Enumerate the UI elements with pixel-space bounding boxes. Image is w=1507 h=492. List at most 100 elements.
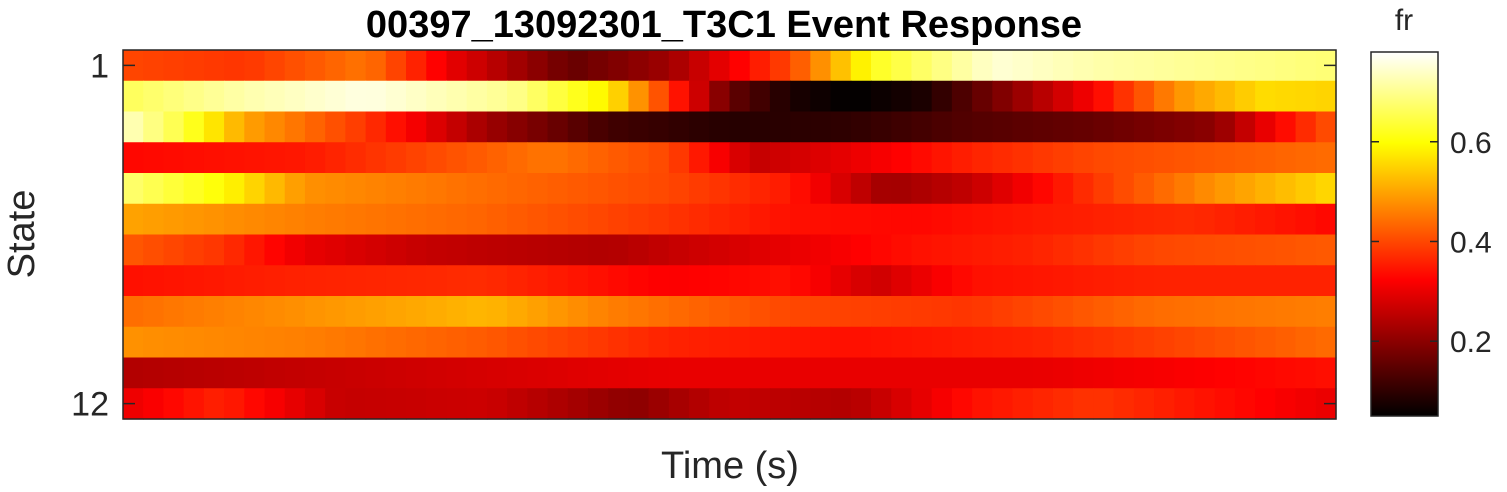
heat-cell <box>1234 142 1256 174</box>
heat-cell <box>507 234 528 266</box>
heat-cell <box>1154 142 1175 174</box>
heat-cell <box>466 265 488 297</box>
heat-cell <box>729 142 751 174</box>
heat-cell <box>486 80 508 113</box>
heat-cell <box>567 111 589 143</box>
heat-cell <box>1194 234 1216 266</box>
heat-cell <box>1133 357 1155 389</box>
heat-cell <box>547 296 569 328</box>
heat-cell <box>1214 326 1236 359</box>
heat-cell <box>385 388 407 420</box>
heat-cell <box>1073 50 1094 82</box>
heat-cell <box>1275 265 1297 297</box>
heat-cell <box>426 80 448 113</box>
heat-cell <box>1295 357 1317 389</box>
heat-cell <box>648 111 670 143</box>
heat-cell <box>143 50 165 82</box>
heat-cell <box>668 203 690 236</box>
heat-cell <box>709 357 731 389</box>
heat-cell <box>284 388 306 420</box>
heat-cell <box>224 326 245 359</box>
heat-cell <box>951 388 973 420</box>
heat-cell <box>648 203 670 236</box>
heat-cell <box>790 296 811 328</box>
heat-cell <box>1133 234 1155 266</box>
heat-cell <box>689 203 710 236</box>
heat-cell <box>325 142 346 174</box>
heat-cell <box>911 173 933 205</box>
heat-cell <box>446 234 468 266</box>
heat-cell <box>1154 265 1175 297</box>
heat-cell <box>871 111 892 143</box>
heat-cell <box>931 388 953 420</box>
heat-cell <box>891 50 913 82</box>
heat-cell <box>325 388 346 420</box>
heat-cell <box>163 50 185 82</box>
heat-cell <box>1154 296 1175 328</box>
heat-cell <box>648 234 670 266</box>
heat-cell <box>1113 234 1135 266</box>
heat-cell <box>1073 357 1094 389</box>
heat-cell <box>406 173 427 205</box>
heat-cell <box>1315 142 1337 174</box>
heat-cell <box>224 203 245 236</box>
heat-cell <box>1052 388 1074 420</box>
heat-cell <box>628 142 650 174</box>
heat-cell <box>1052 265 1074 297</box>
heat-cell <box>729 357 751 389</box>
heat-cell <box>406 50 427 82</box>
heat-cell <box>830 357 852 389</box>
heat-cell <box>345 296 367 328</box>
heat-cell <box>911 234 933 266</box>
heat-cell <box>972 357 993 389</box>
heat-cell <box>992 388 1014 420</box>
heat-cell <box>1093 265 1115 297</box>
heat-cell <box>810 111 832 143</box>
heat-cell <box>365 142 387 174</box>
heat-cell <box>486 203 508 236</box>
heat-cell <box>304 357 326 389</box>
heat-cell <box>790 50 811 82</box>
heat-cell <box>749 296 771 328</box>
heat-cell <box>850 357 872 389</box>
heat-cell <box>1255 142 1276 174</box>
heat-cell <box>1012 388 1034 420</box>
heat-cell <box>325 296 346 328</box>
heat-cell <box>264 326 286 359</box>
heat-cell <box>1315 234 1337 266</box>
heat-cell <box>850 296 872 328</box>
heat-cell <box>1133 296 1155 328</box>
heat-cell <box>790 326 811 359</box>
heat-cell <box>608 203 630 236</box>
heat-cell <box>749 111 771 143</box>
heat-cell <box>1052 326 1074 359</box>
heat-cell <box>628 111 650 143</box>
heat-cell <box>1214 203 1236 236</box>
heat-cell <box>527 203 549 236</box>
heat-cell <box>325 80 346 113</box>
heat-cell <box>345 111 367 143</box>
heat-cell <box>1315 357 1337 389</box>
heat-cell <box>466 142 488 174</box>
heat-cell <box>951 326 973 359</box>
heat-cell <box>183 203 205 236</box>
heat-cell <box>790 173 811 205</box>
heat-cell <box>1133 265 1155 297</box>
heat-cell <box>1012 357 1034 389</box>
heat-cell <box>486 265 508 297</box>
heat-cell <box>1295 296 1317 328</box>
heat-cell <box>769 142 791 174</box>
heat-cell <box>385 203 407 236</box>
heat-cell <box>668 296 690 328</box>
heat-cell <box>1052 80 1074 113</box>
heat-cell <box>628 173 650 205</box>
heat-cell <box>325 173 346 205</box>
heat-cell <box>628 234 650 266</box>
heat-cell <box>1174 265 1196 297</box>
heat-cell <box>1113 265 1135 297</box>
heat-cell <box>123 80 144 113</box>
heat-cell <box>264 234 286 266</box>
heat-cell <box>790 111 811 143</box>
heat-cell <box>466 111 488 143</box>
